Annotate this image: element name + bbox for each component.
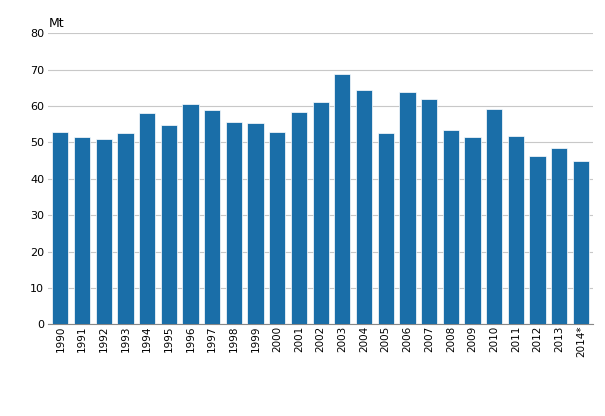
Bar <box>204 110 220 324</box>
Bar <box>269 131 286 324</box>
Bar <box>508 136 524 324</box>
Bar <box>291 111 307 324</box>
Bar <box>421 99 437 324</box>
Bar <box>551 148 567 324</box>
Bar <box>313 102 329 324</box>
Bar <box>182 104 198 324</box>
Bar <box>399 92 416 324</box>
Bar <box>573 161 589 324</box>
Bar <box>356 90 372 324</box>
Bar <box>74 137 90 324</box>
Bar <box>378 134 394 324</box>
Bar <box>161 125 177 324</box>
Bar <box>117 134 134 324</box>
Bar <box>139 113 155 324</box>
Bar <box>443 131 459 324</box>
Bar <box>226 122 242 324</box>
Bar <box>465 137 480 324</box>
Text: Mt: Mt <box>48 17 64 30</box>
Bar <box>486 109 502 324</box>
Bar <box>52 131 68 324</box>
Bar <box>247 123 264 324</box>
Bar <box>96 139 112 324</box>
Bar <box>529 156 546 324</box>
Bar <box>334 74 350 324</box>
